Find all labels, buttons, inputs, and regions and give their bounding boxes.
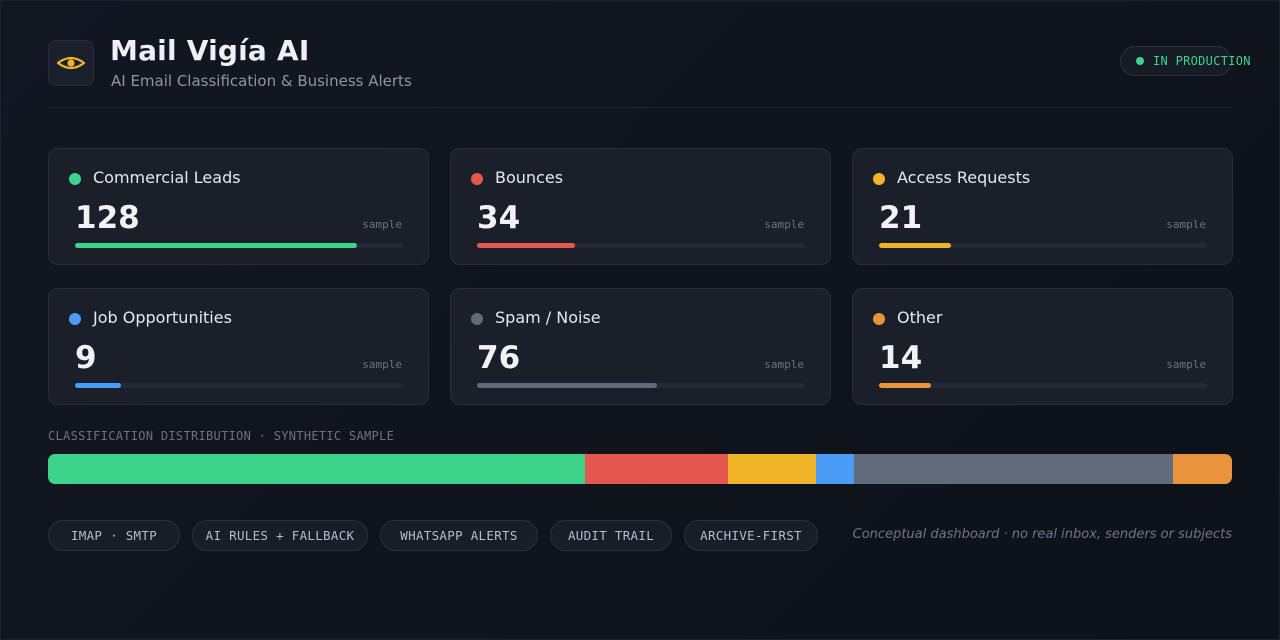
sample-tag: sample — [1166, 358, 1206, 371]
card-count: 34 — [477, 200, 521, 236]
sample-tag: sample — [764, 218, 804, 231]
distribution-segment-commercial-leads — [48, 454, 586, 484]
chip-imap-smtp[interactable]: IMAP · SMTP — [48, 520, 180, 551]
progress-track — [477, 383, 805, 388]
sample-tag: sample — [362, 358, 402, 371]
card-spam-noise[interactable]: Spam / Noise 76 sample — [450, 288, 831, 405]
card-label: Other — [897, 308, 943, 327]
category-dot — [69, 173, 81, 185]
card-job-opportunities[interactable]: Job Opportunities 9 sample — [48, 288, 429, 405]
disclaimer-note: Conceptual dashboard · no real inbox, se… — [852, 527, 1232, 542]
card-count: 14 — [879, 340, 923, 376]
progress-fill — [75, 243, 358, 248]
status-badge: IN PRODUCTION — [1120, 46, 1251, 76]
chip-audit-trail[interactable]: AUDIT TRAIL — [550, 520, 672, 551]
distribution-segment-job-opportunities — [816, 454, 855, 484]
card-bounces[interactable]: Bounces 34 sample — [450, 148, 831, 265]
category-dot — [873, 313, 885, 325]
chip-ai-rules[interactable]: AI RULES + FALLBACK — [192, 520, 368, 551]
status-label: IN PRODUCTION — [1153, 54, 1251, 68]
distribution-label: CLASSIFICATION DISTRIBUTION · SYNTHETIC … — [48, 429, 395, 443]
progress-fill — [879, 383, 932, 388]
card-commercial-leads[interactable]: Commercial Leads 128 sample — [48, 148, 429, 265]
progress-fill — [75, 383, 121, 388]
card-label: Commercial Leads — [93, 168, 241, 187]
card-label: Bounces — [495, 168, 564, 187]
distribution-segment-other — [1173, 454, 1232, 484]
category-dot — [471, 173, 483, 185]
sample-tag: sample — [1166, 218, 1206, 231]
header-divider — [48, 107, 1232, 108]
distribution-segment-access-requests — [728, 454, 817, 484]
progress-track — [879, 383, 1207, 388]
chip-archive-first[interactable]: ARCHIVE-FIRST — [684, 520, 818, 551]
category-dot — [69, 313, 81, 325]
card-access-requests[interactable]: Access Requests 21 sample — [852, 148, 1233, 265]
category-dot — [873, 173, 885, 185]
app-title: Mail Vigía AI — [110, 34, 310, 67]
progress-fill — [477, 383, 658, 388]
progress-track — [879, 243, 1207, 248]
progress-track — [75, 243, 403, 248]
card-count: 128 — [75, 200, 140, 236]
progress-track — [75, 383, 403, 388]
distribution-segment-bounces — [585, 454, 729, 484]
progress-track — [477, 243, 805, 248]
chip-whatsapp-alerts[interactable]: WHATSAPP ALERTS — [380, 520, 538, 551]
card-count: 21 — [879, 200, 923, 236]
sample-tag: sample — [362, 218, 402, 231]
eye-icon — [56, 56, 86, 70]
card-label: Job Opportunities — [93, 308, 232, 327]
distribution-bar — [48, 454, 1232, 484]
progress-fill — [477, 243, 576, 248]
card-other[interactable]: Other 14 sample — [852, 288, 1233, 405]
card-label: Spam / Noise — [495, 308, 601, 327]
card-count: 76 — [477, 340, 521, 376]
card-count: 9 — [75, 340, 97, 376]
app-logo — [48, 40, 94, 86]
category-dot — [471, 313, 483, 325]
sample-tag: sample — [764, 358, 804, 371]
card-label: Access Requests — [897, 168, 1031, 187]
progress-fill — [879, 243, 952, 248]
app-subtitle: AI Email Classification & Business Alert… — [111, 72, 412, 90]
status-dot — [1136, 57, 1144, 65]
distribution-segment-spam-noise — [854, 454, 1174, 484]
